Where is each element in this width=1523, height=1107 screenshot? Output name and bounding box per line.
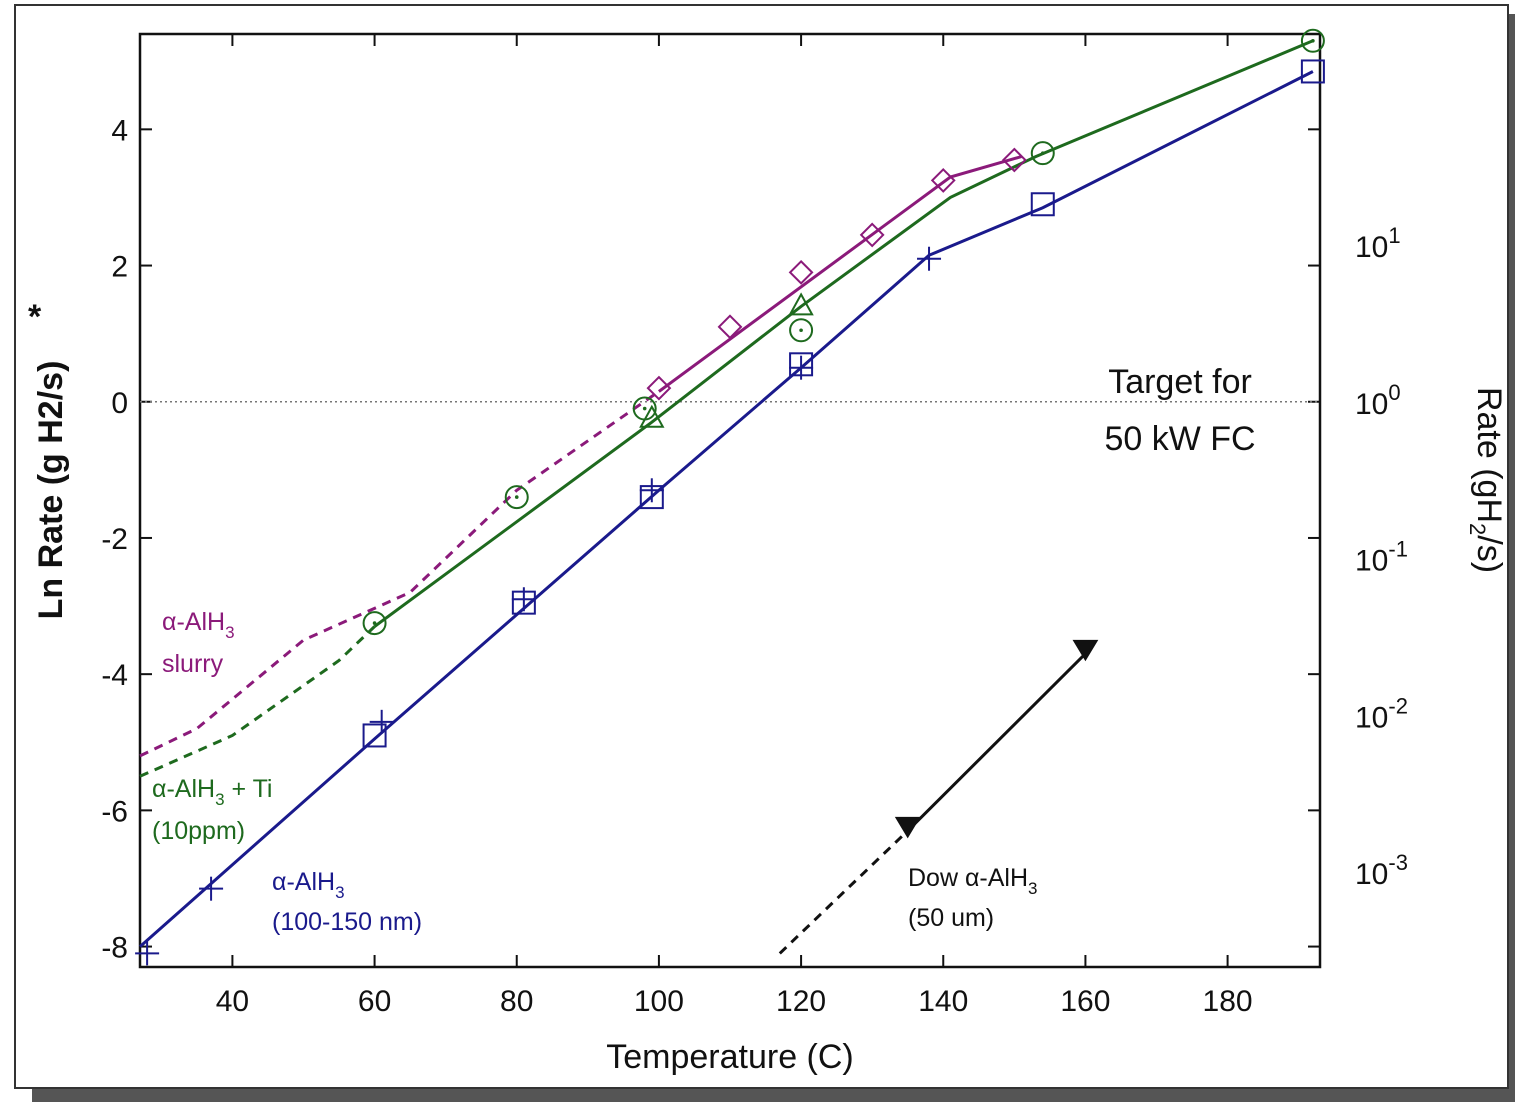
y-tick-label: 0 (111, 387, 128, 420)
y2-tick-label: 10-1 (1355, 537, 1408, 578)
chart-frame (14, 4, 1509, 1089)
series-label-line: α-AlH3 (272, 868, 345, 902)
data-point-circle (362, 611, 387, 636)
y-axis-title-group: Ln Rate (g H2/s) (32, 361, 70, 620)
y2-tick-exponent: 1 (1388, 223, 1400, 248)
x-tick-label: 160 (1060, 985, 1110, 1018)
x-tick-label: 140 (918, 985, 968, 1018)
series-label-subscript: 3 (225, 623, 234, 642)
data-point-circle-dot (514, 495, 519, 499)
y2-tick-label: 101 (1355, 223, 1401, 264)
y2-axis-title: Rate (gH2/s) (1465, 387, 1508, 573)
series-label-text: α-AlH (162, 608, 225, 636)
x-tick-label: 180 (1203, 985, 1253, 1018)
y2-tick-exponent: -1 (1388, 537, 1408, 562)
y-tick-label: 4 (111, 114, 128, 147)
data-point-circle (789, 318, 814, 343)
data-point-circle-dot (372, 621, 377, 625)
y-tick-label: 2 (111, 251, 128, 284)
x-tick-label: 100 (634, 985, 684, 1018)
data-point-circle (1300, 28, 1325, 53)
y2-tick-base: 10 (1355, 858, 1388, 891)
data-point-circle-dot (799, 328, 803, 333)
data-point-diamond (717, 314, 743, 340)
y2-tick-label: 100 (1355, 380, 1401, 421)
y2-axis-title-group: Rate (gH2/s) (1465, 387, 1508, 573)
y2-tick-base: 10 (1355, 231, 1388, 264)
series-label-line: α-AlH3 (162, 608, 235, 642)
y2-tick-base: 10 (1355, 388, 1388, 421)
series-label-line: Dow α-AlH3 (908, 864, 1038, 898)
series-label-line: (10ppm) (152, 817, 245, 845)
series-label-suffix: + Ti (225, 775, 273, 803)
series-fit-line (373, 39, 1314, 628)
series-label-text: (100-150 nm) (272, 908, 422, 936)
data-point-diamond (1001, 147, 1027, 173)
data-point-diamond (930, 168, 956, 193)
series-label-line: (100-150 nm) (272, 908, 422, 936)
data-point-triangle (788, 292, 814, 316)
series-label-text: slurry (162, 650, 224, 678)
chart-text: Temperature (C) Ln Rate (g H2/s) * Rate … (28, 298, 1508, 1076)
series-label-subscript: 3 (215, 790, 224, 809)
y2-tick-exponent: -2 (1388, 693, 1408, 718)
data-point-circle (504, 485, 529, 510)
y-tick-label: -6 (101, 795, 128, 828)
y2-tick-base: 10 (1355, 701, 1388, 734)
x-axis-title: Temperature (C) (606, 1038, 854, 1076)
x-tick-label: 80 (500, 985, 533, 1018)
y2-axis-title-part1: Rate (gH (1470, 387, 1508, 523)
data-point-diamond (859, 222, 885, 248)
y2-tick-exponent: 0 (1388, 380, 1400, 405)
series-fit-line (906, 652, 1087, 832)
data-point-diamond (788, 259, 814, 285)
y-tick-label: -8 (101, 932, 128, 965)
data-point-square (362, 723, 387, 748)
data-point-square (1030, 192, 1055, 217)
y-axis-title-marker: * (28, 298, 42, 336)
y2-tick-label: 10-3 (1355, 850, 1408, 891)
series-label-subscript: 3 (335, 883, 344, 902)
data-point-triangle-down (1072, 639, 1099, 662)
y-axis-title: Ln Rate (g H2/s) (32, 361, 70, 620)
y2-tick-base: 10 (1355, 545, 1388, 578)
data-point-triangle-down (894, 816, 921, 839)
series-label-text: Dow α-AlH (908, 864, 1028, 892)
target-label-line1: Target for (1108, 363, 1252, 401)
data-point-diamond (646, 375, 672, 401)
series-extrapolated-line (778, 829, 909, 955)
series-label-line: slurry (162, 650, 224, 678)
y2-axis-title-sub: 2 (1465, 523, 1490, 535)
series-label-text: α-AlH (272, 868, 335, 896)
plot-border (138, 32, 1322, 969)
series-label-line: (50 um) (908, 904, 994, 932)
y-tick-label: -4 (101, 659, 128, 692)
series-label-text: (50 um) (908, 904, 994, 932)
series-extrapolated-line (139, 390, 660, 758)
data-point-triangle (639, 404, 665, 428)
x-tick-label: 60 (358, 985, 391, 1018)
plot-area: 40 60 80 100 120 140 160 180-8-6-4-202410110010… (101, 28, 1408, 1018)
series-label-subscript: 3 (1028, 879, 1037, 898)
series-label-line: α-AlH3 + Ti (152, 775, 272, 809)
y2-tick-label: 10-2 (1355, 693, 1408, 734)
data-point-circle-dot (1040, 151, 1045, 155)
data-point-circle (1030, 141, 1055, 166)
x-tick-label: 120 (776, 985, 826, 1018)
data-point-circle-dot (642, 406, 647, 411)
series-label-text: α-AlH (152, 775, 215, 803)
series-extrapolated-line (139, 625, 376, 778)
data-point-square (1300, 59, 1325, 84)
x-tick-label: 40 (216, 985, 249, 1018)
y2-tick-exponent: -3 (1388, 850, 1408, 875)
series-fit-line (139, 70, 1314, 948)
y-tick-label: -2 (101, 523, 128, 556)
data-point-circle-dot (1311, 39, 1315, 43)
y2-axis-title-part2: /s) (1470, 535, 1508, 573)
target-label-line2: 50 kW FC (1104, 420, 1255, 458)
series-fit-line (658, 155, 1022, 393)
series-label-text: (10ppm) (152, 817, 245, 845)
